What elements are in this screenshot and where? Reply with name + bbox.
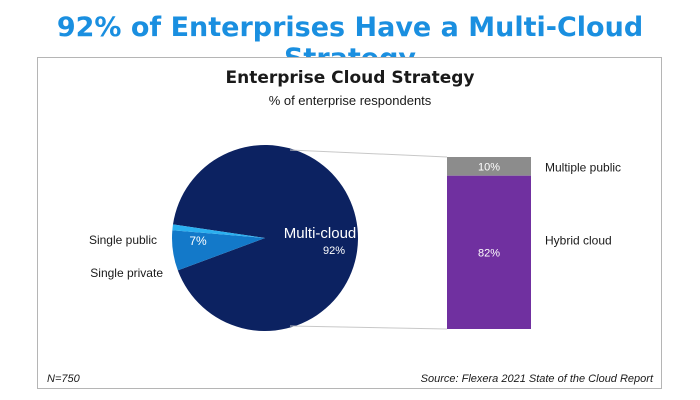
pie-label-single-private: Single private [90, 266, 163, 280]
chart-title: Enterprise Cloud Strategy [225, 68, 475, 88]
bar-category-label-multiple-public: Multiple public [545, 160, 621, 174]
pie-value-label-single-public: 7% [189, 234, 207, 248]
pie-label-multi-cloud: Multi-cloud [284, 225, 357, 242]
pie-slice-single-private [172, 224, 265, 238]
connector-line-bottom [289, 325, 448, 330]
bar-value-label-multiple-public: 10% [478, 161, 500, 173]
connector-line-top [289, 149, 448, 158]
pie-slice-single-public [172, 230, 265, 271]
source-note: Source: Flexera 2021 State of the Cloud … [420, 373, 653, 385]
chart-subtitle: % of enterprise respondents [268, 93, 432, 108]
bar-value-label-hybrid-cloud: 82% [478, 247, 500, 259]
bar-segment-multiple-public [447, 157, 531, 176]
sample-size-note: N=750 [47, 373, 80, 385]
pie-value-label-multi-cloud: 92% [323, 245, 345, 257]
pie-slice-multi-cloud [173, 145, 359, 332]
bar-category-label-hybrid-cloud: Hybrid cloud [545, 233, 612, 247]
pie-label-single-public: Single public [89, 233, 157, 247]
bar-segment-hybrid-cloud [447, 175, 531, 329]
